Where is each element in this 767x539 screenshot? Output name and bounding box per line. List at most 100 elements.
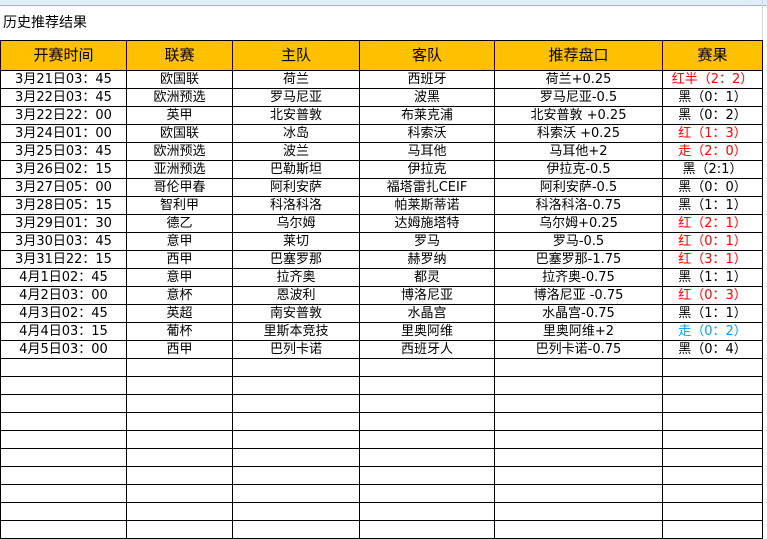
cell-league[interactable]: 英甲 [126,106,233,125]
cell-pick[interactable]: 拉齐奥-0.75 [494,268,663,287]
cell-away[interactable]: 博洛尼亚 [359,286,495,305]
empty-cell[interactable] [662,358,763,377]
cell-pick[interactable]: 北安普敦 +0.25 [494,106,663,125]
cell-time[interactable]: 4月5日03：00 [0,340,127,359]
cell-pick[interactable]: 科索沃 +0.25 [494,124,663,143]
cell-result[interactable]: 红（3：1） [662,250,763,269]
cell-pick[interactable]: 巴列卡诺-0.75 [494,340,663,359]
empty-cell[interactable] [0,484,127,503]
empty-cell[interactable] [0,376,127,395]
header-away[interactable]: 客队 [359,40,495,71]
cell-away[interactable]: 帕莱斯蒂诺 [359,196,495,215]
empty-cell[interactable] [359,520,495,539]
empty-cell[interactable] [232,358,360,377]
empty-cell[interactable] [0,394,127,413]
empty-cell[interactable] [126,520,233,539]
cell-home[interactable]: 波兰 [232,142,360,161]
cell-pick[interactable]: 荷兰+0.25 [494,70,663,89]
empty-cell[interactable] [662,394,763,413]
cell-result[interactable]: 黑（0：4） [662,340,763,359]
empty-cell[interactable] [662,376,763,395]
empty-cell[interactable] [0,448,127,467]
cell-time[interactable]: 3月24日01：00 [0,124,127,143]
cell-time[interactable]: 4月1日02：45 [0,268,127,287]
cell-away[interactable]: 里奥阿维 [359,322,495,341]
empty-cell[interactable] [494,358,663,377]
cell-away[interactable]: 都灵 [359,268,495,287]
cell-home[interactable]: 巴塞罗那 [232,250,360,269]
cell-home[interactable]: 科洛科洛 [232,196,360,215]
empty-cell[interactable] [126,502,233,521]
empty-cell[interactable] [232,376,360,395]
empty-cell[interactable] [232,430,360,449]
empty-cell[interactable] [494,484,663,503]
cell-result[interactable]: 黑（1：1） [662,268,763,287]
cell-away[interactable]: 达姆施塔特 [359,214,495,233]
header-time[interactable]: 开赛时间 [0,40,127,71]
cell-league[interactable]: 西甲 [126,340,233,359]
cell-league[interactable]: 智利甲 [126,196,233,215]
empty-cell[interactable] [232,466,360,485]
cell-time[interactable]: 3月21日03：45 [0,70,127,89]
cell-time[interactable]: 3月29日01：30 [0,214,127,233]
cell-pick[interactable]: 罗马-0.5 [494,232,663,251]
cell-league[interactable]: 哥伦甲春 [126,178,233,197]
cell-away[interactable]: 科索沃 [359,124,495,143]
cell-home[interactable]: 巴勒斯坦 [232,160,360,179]
empty-cell[interactable] [494,430,663,449]
empty-cell[interactable] [0,430,127,449]
cell-home[interactable]: 北安普敦 [232,106,360,125]
header-league[interactable]: 联赛 [126,40,233,71]
empty-cell[interactable] [0,466,127,485]
cell-time[interactable]: 3月30日03：45 [0,232,127,251]
cell-result[interactable]: 黑（0：0） [662,178,763,197]
header-result[interactable]: 赛果 [662,40,763,71]
cell-time[interactable]: 3月22日03：45 [0,88,127,107]
cell-result[interactable]: 走（0：2） [662,322,763,341]
empty-cell[interactable] [662,466,763,485]
empty-cell[interactable] [126,430,233,449]
empty-cell[interactable] [359,412,495,431]
cell-away[interactable]: 水晶宫 [359,304,495,323]
cell-home[interactable]: 莱切 [232,232,360,251]
cell-league[interactable]: 葡杯 [126,322,233,341]
cell-pick[interactable]: 罗马尼亚-0.5 [494,88,663,107]
empty-cell[interactable] [126,394,233,413]
cell-away[interactable]: 西班牙人 [359,340,495,359]
empty-cell[interactable] [232,448,360,467]
cell-result[interactable]: 红半（2：2） [662,70,763,89]
cell-home[interactable]: 冰岛 [232,124,360,143]
empty-cell[interactable] [126,376,233,395]
empty-cell[interactable] [232,502,360,521]
empty-cell[interactable] [359,358,495,377]
cell-pick[interactable]: 里奥阿维+2 [494,322,663,341]
cell-league[interactable]: 意甲 [126,268,233,287]
empty-cell[interactable] [359,376,495,395]
cell-pick[interactable]: 科洛科洛-0.75 [494,196,663,215]
cell-result[interactable]: 黑（1：1） [662,196,763,215]
cell-home[interactable]: 恩波利 [232,286,360,305]
cell-league[interactable]: 欧国联 [126,124,233,143]
empty-cell[interactable] [359,394,495,413]
cell-league[interactable]: 欧国联 [126,70,233,89]
cell-home[interactable]: 巴列卡诺 [232,340,360,359]
empty-cell[interactable] [494,466,663,485]
cell-league[interactable]: 西甲 [126,250,233,269]
empty-cell[interactable] [494,376,663,395]
cell-away[interactable]: 布莱克浦 [359,106,495,125]
empty-cell[interactable] [662,430,763,449]
cell-result[interactable]: 红（0：3） [662,286,763,305]
cell-time[interactable]: 3月31日22：15 [0,250,127,269]
empty-cell[interactable] [126,484,233,503]
cell-pick[interactable]: 巴塞罗那-1.75 [494,250,663,269]
empty-cell[interactable] [232,484,360,503]
cell-home[interactable]: 拉齐奥 [232,268,360,287]
cell-home[interactable]: 阿利安萨 [232,178,360,197]
empty-cell[interactable] [662,484,763,503]
empty-cell[interactable] [232,394,360,413]
cell-time[interactable]: 3月26日02：15 [0,160,127,179]
empty-cell[interactable] [359,484,495,503]
cell-league[interactable]: 德乙 [126,214,233,233]
empty-cell[interactable] [0,412,127,431]
empty-cell[interactable] [126,466,233,485]
